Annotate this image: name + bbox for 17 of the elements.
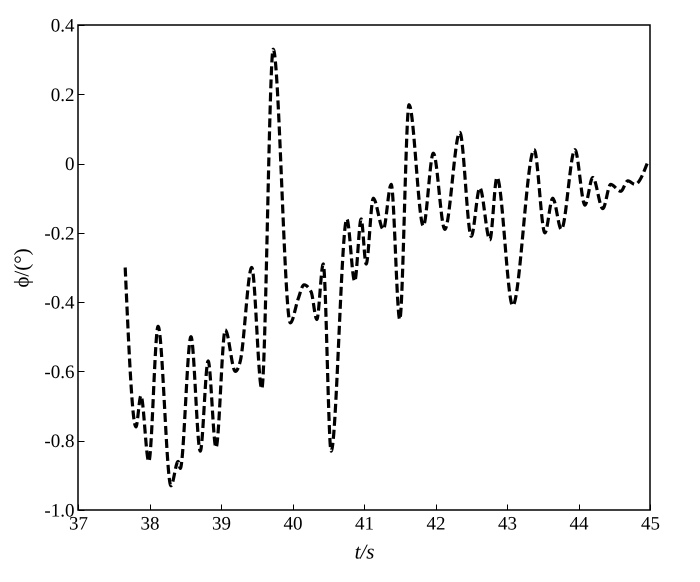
y-tick-label: -0.4 bbox=[44, 292, 75, 314]
y-axis-title: ϕ/(°) bbox=[9, 248, 34, 288]
y-tick-label: -0.2 bbox=[44, 223, 74, 244]
x-axis-title: t/s bbox=[354, 540, 374, 564]
y-tick-label: -0.8 bbox=[44, 431, 74, 452]
x-tick-label: 40 bbox=[284, 514, 302, 534]
x-tick-label: 44 bbox=[570, 514, 589, 534]
x-tick-label: 43 bbox=[498, 514, 517, 534]
x-tick-label: 39 bbox=[212, 514, 231, 534]
y-tick-label: 0.4 bbox=[50, 16, 75, 36]
x-tick-label: 45 bbox=[641, 514, 660, 534]
x-tick-label: 38 bbox=[140, 514, 160, 534]
y-tick-label: 0 bbox=[65, 154, 74, 176]
x-tick-label: 41 bbox=[355, 514, 374, 534]
y-tick-label: -0.6 bbox=[44, 362, 74, 383]
y-tick-label: 0.2 bbox=[50, 84, 74, 106]
x-tick-label: 42 bbox=[426, 514, 446, 534]
